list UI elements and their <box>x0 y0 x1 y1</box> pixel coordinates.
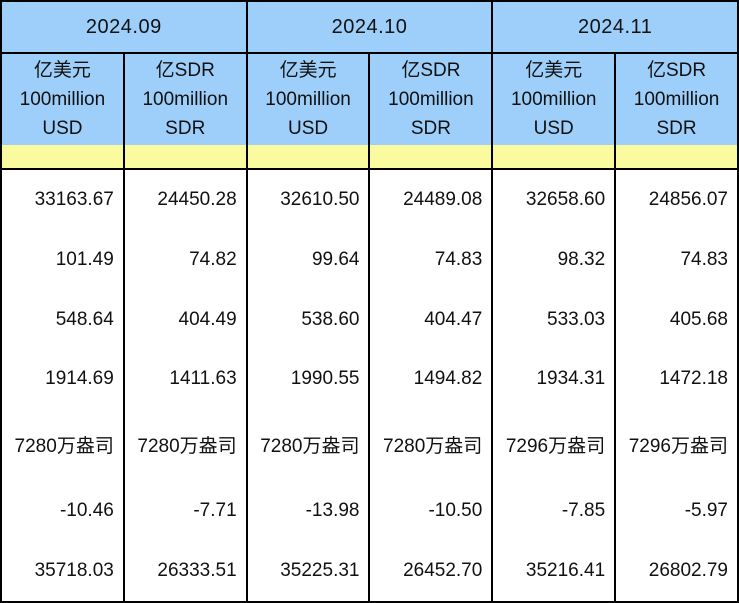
unit-line-code: SDR <box>410 118 451 139</box>
data-cell: 548.64 <box>1 290 125 350</box>
data-cell: 1990.55 <box>246 349 371 409</box>
data-cell: 405.68 <box>615 290 738 350</box>
unit-line-code: SDR <box>165 118 206 139</box>
table-row: 1914.69 1411.63 1990.55 1494.82 1934.31 … <box>1 349 738 409</box>
unit-line-en: 100million <box>510 89 597 110</box>
unit-line-cn: 亿美元 <box>33 60 91 81</box>
table-row: 7280万盎司 7280万盎司 7280万盎司 7280万盎司 7296万盎司 … <box>1 408 738 481</box>
spacer-cell <box>492 145 617 170</box>
data-cell: 32610.50 <box>246 169 371 231</box>
data-cell: 32658.60 <box>492 169 617 231</box>
unit-line-code: USD <box>288 118 329 139</box>
unit-header-cell-usd: 亿美元 100million USD <box>492 53 617 145</box>
data-cell: -10.50 <box>369 480 494 541</box>
unit-header-cell-usd: 亿美元 100million USD <box>1 53 125 145</box>
table-row: -10.46 -7.71 -13.98 -10.50 -7.85 -5.97 <box>1 480 738 541</box>
unit-line-en: 100million <box>19 89 106 110</box>
data-cell: 7296万盎司 <box>615 408 738 481</box>
data-cell: 1472.18 <box>615 349 738 409</box>
month-header-cell: 2024.09 <box>1 1 248 54</box>
data-cell: 101.49 <box>1 230 125 290</box>
data-cell: -10.46 <box>1 480 125 541</box>
data-cell: 7280万盎司 <box>123 408 248 481</box>
data-cell: 74.82 <box>123 230 248 290</box>
month-header-cell: 2024.11 <box>492 1 738 54</box>
data-cell: 35216.41 <box>492 540 617 602</box>
unit-line-code: SDR <box>656 118 697 139</box>
data-cell: -5.97 <box>615 480 738 541</box>
spacer-cell <box>246 145 371 170</box>
data-cell: 404.47 <box>369 290 494 350</box>
unit-line-code: USD <box>533 118 574 139</box>
spacer-cell <box>1 145 125 170</box>
unit-line-cn: 亿SDR <box>401 60 461 81</box>
unit-header-row: 亿美元 100million USD 亿SDR 100million SDR 亿… <box>1 53 738 145</box>
unit-line-en: 100million <box>388 89 474 110</box>
data-cell: -13.98 <box>246 480 371 541</box>
data-cell: 1494.82 <box>369 349 494 409</box>
unit-header-cell-sdr: 亿SDR 100million SDR <box>123 53 248 145</box>
unit-line-en: 100million <box>142 89 229 110</box>
data-cell: -7.85 <box>492 480 617 541</box>
spacer-cell <box>615 145 738 170</box>
data-cell: 26452.70 <box>369 540 494 602</box>
data-cell: 35225.31 <box>246 540 371 602</box>
spacer-cell <box>369 145 494 170</box>
data-cell: 98.32 <box>492 230 617 290</box>
data-cell: 24856.07 <box>615 169 738 231</box>
unit-line-en: 100million <box>633 89 720 110</box>
data-cell: 24489.08 <box>369 169 494 231</box>
unit-line-cn: 亿美元 <box>279 60 337 81</box>
data-cell: 7280万盎司 <box>369 408 494 481</box>
table-row: 548.64 404.49 538.60 404.47 533.03 405.6… <box>1 290 738 350</box>
data-cell: 533.03 <box>492 290 617 350</box>
data-cell: 1934.31 <box>492 349 617 409</box>
data-cell: 7280万盎司 <box>1 408 125 481</box>
data-cell: -7.71 <box>123 480 248 541</box>
unit-line-cn: 亿SDR <box>647 60 707 81</box>
data-cell: 7296万盎司 <box>492 408 617 481</box>
data-cell: 74.83 <box>369 230 494 290</box>
spacer-cell <box>123 145 248 170</box>
table-row: 101.49 74.82 99.64 74.83 98.32 74.83 <box>1 230 738 290</box>
data-cell: 99.64 <box>246 230 371 290</box>
data-cell: 1914.69 <box>1 349 125 409</box>
data-cell: 35718.03 <box>1 540 125 602</box>
table-row: 35718.03 26333.51 35225.31 26452.70 3521… <box>1 540 738 602</box>
data-cell: 24450.28 <box>123 169 248 231</box>
data-cell: 33163.67 <box>1 169 125 231</box>
data-cell: 538.60 <box>246 290 371 350</box>
unit-header-cell-sdr: 亿SDR 100million SDR <box>615 53 738 145</box>
yellow-spacer-row <box>1 145 738 170</box>
month-header-row: 2024.09 2024.10 2024.11 <box>1 1 738 54</box>
month-header-cell: 2024.10 <box>246 1 494 54</box>
table-row: 33163.67 24450.28 32610.50 24489.08 3265… <box>1 169 738 231</box>
unit-line-cn: 亿SDR <box>155 60 215 81</box>
unit-line-en: 100million <box>265 89 351 110</box>
unit-header-cell-sdr: 亿SDR 100million SDR <box>369 53 494 145</box>
unit-header-cell-usd: 亿美元 100million USD <box>246 53 371 145</box>
data-cell: 74.83 <box>615 230 738 290</box>
unit-line-cn: 亿美元 <box>525 60 583 81</box>
unit-line-code: USD <box>42 118 83 139</box>
data-cell: 7280万盎司 <box>246 408 371 481</box>
data-cell: 26802.79 <box>615 540 738 602</box>
data-cell: 404.49 <box>123 290 248 350</box>
data-cell: 26333.51 <box>123 540 248 602</box>
data-cell: 1411.63 <box>123 349 248 409</box>
